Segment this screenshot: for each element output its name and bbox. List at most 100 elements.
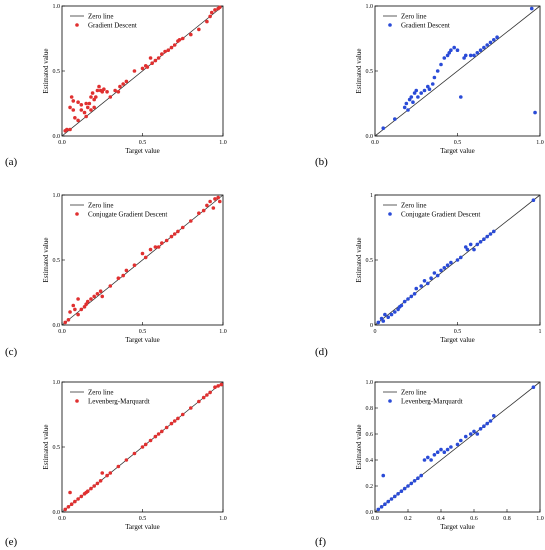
legend-zero-line: Zero line	[88, 389, 113, 397]
data-point	[455, 48, 460, 52]
data-point	[478, 240, 483, 244]
x-tick-label: 0.5	[454, 329, 462, 335]
x-tick-label: 0.0	[371, 516, 379, 522]
data-point	[172, 43, 177, 47]
data-point	[148, 56, 153, 60]
data-point	[442, 450, 447, 455]
panel-letter: (e)	[5, 536, 18, 548]
data-point	[116, 276, 121, 281]
data-point	[132, 263, 137, 268]
y-tick-label: 0.0	[53, 134, 61, 140]
x-tick-label: 0.5	[139, 329, 147, 335]
data-point	[124, 268, 129, 273]
data-point	[76, 312, 80, 317]
data-point	[416, 95, 420, 99]
x-tick-label: 1.0	[536, 516, 544, 522]
data-point	[379, 316, 384, 321]
data-point	[84, 101, 88, 106]
data-point	[208, 199, 212, 204]
x-tick-label: 1	[539, 329, 542, 335]
x-tick-label: 0.5	[139, 516, 147, 522]
data-point	[143, 255, 148, 260]
x-axis-label: Target value	[440, 147, 475, 155]
data-point	[435, 450, 440, 455]
data-point	[148, 247, 153, 252]
data-point	[160, 429, 164, 434]
data-point	[163, 49, 167, 54]
data-point	[407, 97, 412, 102]
data-point	[419, 473, 424, 478]
data-point	[455, 442, 460, 447]
data-point	[108, 471, 113, 475]
data-point	[201, 208, 206, 213]
data-point	[482, 45, 486, 50]
data-point	[100, 294, 105, 299]
data-point	[406, 484, 410, 488]
data-point	[180, 36, 185, 41]
data-point	[84, 114, 88, 119]
y-tick-label: 0.5	[53, 258, 61, 264]
x-tick-label: 0	[374, 329, 377, 335]
data-point	[211, 206, 216, 210]
data-point	[143, 442, 148, 447]
data-point	[79, 494, 84, 499]
data-point	[475, 51, 480, 55]
y-axis-label: Estimated value	[42, 425, 50, 470]
chart-panel: 0.0 0.5 1.0 0.0 0.5 1.0 Target value Estimated …	[5, 4, 227, 168]
x-axis-label: Target value	[125, 147, 160, 155]
data-point	[95, 88, 100, 93]
data-point	[197, 399, 201, 404]
data-point	[452, 45, 457, 50]
data-point	[472, 53, 476, 58]
data-point	[472, 429, 476, 434]
data-point	[68, 105, 72, 110]
data-point	[393, 117, 397, 121]
data-point	[468, 53, 473, 58]
x-axis-label: Target value	[440, 523, 475, 531]
data-point	[82, 110, 87, 115]
data-point	[402, 299, 407, 304]
data-point	[478, 48, 483, 52]
data-point	[71, 303, 76, 308]
data-point	[92, 97, 96, 102]
data-point	[73, 116, 77, 120]
y-tick-label: 0	[370, 323, 373, 329]
data-point	[176, 229, 180, 234]
y-axis-label: Estimated value	[42, 238, 50, 283]
data-point	[529, 6, 534, 11]
data-point	[148, 438, 153, 443]
data-point	[213, 385, 217, 390]
data-point	[177, 38, 182, 42]
data-point	[85, 105, 90, 110]
data-point	[381, 319, 386, 323]
data-point	[87, 101, 92, 106]
data-point	[492, 38, 496, 42]
legend-marker-swatch	[75, 212, 79, 216]
legend-marker-swatch	[388, 212, 392, 216]
data-point	[427, 87, 432, 91]
data-point	[492, 229, 496, 234]
data-point	[409, 294, 414, 299]
data-point	[169, 421, 174, 426]
data-point	[105, 473, 109, 478]
data-point	[140, 445, 145, 449]
data-point	[459, 255, 463, 260]
data-point	[132, 451, 137, 456]
data-point	[426, 281, 430, 286]
data-point	[422, 279, 427, 283]
data-point	[150, 61, 154, 65]
data-point	[376, 320, 381, 325]
data-point	[463, 53, 468, 58]
data-point	[197, 211, 201, 215]
data-point	[445, 53, 450, 58]
data-point	[429, 458, 433, 462]
chart-panel: 0.0 0.5 1.0 0.0 0.5 1.0 Target value Estimated …	[5, 380, 227, 548]
zero-line	[61, 5, 224, 137]
data-point	[213, 197, 217, 201]
x-tick-label: 0.5	[454, 140, 462, 146]
zero-line	[61, 194, 224, 326]
data-point	[379, 505, 384, 509]
data-point	[396, 492, 400, 496]
y-tick-label: 0.0	[366, 134, 374, 140]
data-point	[84, 302, 88, 307]
